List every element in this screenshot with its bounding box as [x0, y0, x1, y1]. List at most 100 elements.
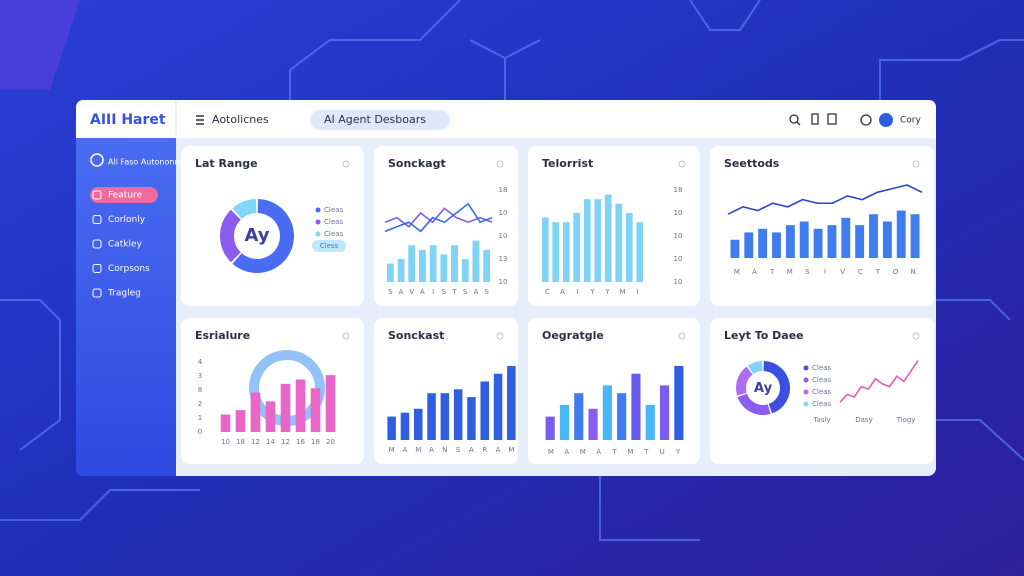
x-tick-label: V [840, 268, 845, 276]
legend-label: Cleas [812, 376, 831, 384]
user-name[interactable]: Cory [900, 116, 921, 126]
nav-item[interactable]: Feature [108, 191, 142, 201]
x-tick-label: Dasy [855, 416, 872, 424]
bar [785, 225, 795, 258]
card-menu[interactable] [678, 160, 686, 168]
bar [483, 249, 491, 282]
nav-icon[interactable] [92, 264, 102, 273]
header-bar [76, 100, 936, 138]
card-title: Lat Range [195, 157, 258, 170]
donut-segment [737, 393, 771, 415]
x-tick-label: T [769, 268, 775, 276]
x-tick-label: Y [675, 448, 681, 456]
tab[interactable] [310, 110, 450, 130]
bar [397, 259, 405, 282]
x-tick-label: I [432, 288, 434, 296]
bar [507, 365, 516, 440]
legend-label: Cleas [324, 230, 343, 238]
card-menu[interactable] [912, 332, 920, 340]
nav-item[interactable]: Tragleg [107, 289, 141, 299]
legend-label: Cleas [812, 364, 831, 372]
bar [645, 404, 655, 440]
legend-swatch [315, 219, 321, 225]
nav-item[interactable]: Corpsons [108, 264, 150, 274]
legend-label: Cleas [812, 400, 831, 408]
bar [631, 373, 641, 440]
bar [419, 249, 426, 282]
bar [869, 214, 878, 258]
bar [659, 385, 670, 440]
x-tick-label: 18 [311, 438, 320, 446]
y-tick-label: 10 [674, 278, 683, 286]
brand-icon [90, 153, 104, 167]
line [839, 360, 919, 403]
x-tick-label: S [388, 288, 393, 296]
donut-segment [736, 366, 753, 396]
x-tick-label: S [456, 446, 461, 454]
card-menu[interactable] [496, 160, 504, 168]
menu-icon[interactable] [196, 115, 204, 125]
circuit-lines [0, 0, 1024, 541]
legend-button[interactable] [312, 240, 346, 252]
legend-swatch [315, 207, 321, 213]
bar [310, 388, 321, 432]
card-menu[interactable] [912, 160, 920, 168]
bar [295, 379, 306, 432]
line [384, 202, 493, 233]
active-item[interactable] [90, 187, 158, 203]
x-tick-label: S [442, 288, 447, 296]
nav-item[interactable]: Catkley [108, 240, 143, 250]
donut-segment [232, 199, 294, 273]
card-menu[interactable] [678, 332, 686, 340]
bar [400, 412, 410, 440]
donut-segment [232, 199, 257, 220]
tab-label[interactable]: AI Agent Desboars [324, 113, 426, 126]
x-tick-label: I [576, 288, 578, 296]
bar [583, 199, 591, 282]
bar [730, 239, 740, 258]
bar [827, 225, 837, 258]
donut-segment [763, 361, 790, 414]
card-menu[interactable] [342, 332, 350, 340]
card-title: Esrialure [195, 329, 250, 342]
nav-item[interactable]: Corlonly [108, 215, 146, 225]
bar [467, 397, 476, 440]
x-tick-label: S [463, 288, 468, 296]
bar [541, 217, 549, 282]
donut-center: Ay [244, 225, 269, 246]
bar [440, 254, 448, 282]
bar [386, 263, 394, 282]
logo: AIII Haret [90, 112, 166, 128]
card-menu[interactable] [342, 160, 350, 168]
x-tick-label: U [660, 448, 665, 456]
donut-hole [748, 373, 778, 403]
y-tick-label: 1 [198, 414, 202, 422]
bar [451, 245, 458, 282]
legend-label: Cleas [812, 388, 831, 396]
y-tick-label: 10 [499, 209, 508, 217]
x-tick-label: M [580, 448, 586, 456]
nav-icon[interactable] [92, 215, 102, 224]
x-tick-label: M [619, 288, 625, 296]
card-menu[interactable] [496, 332, 504, 340]
bar [280, 383, 291, 432]
y-tick-label: 2 [198, 400, 202, 408]
header-icons[interactable] [789, 113, 872, 126]
nav-icon[interactable] [92, 288, 102, 298]
bar [265, 401, 276, 432]
nav-icon[interactable] [92, 239, 102, 249]
menu-label[interactable]: Aotolicnes [212, 113, 269, 126]
x-tick-label: O [893, 268, 899, 276]
x-tick-label: R [482, 446, 487, 454]
x-tick-label: M [734, 268, 740, 276]
nav-icon[interactable] [92, 190, 102, 200]
bar [636, 222, 644, 282]
x-tick-label: T [875, 268, 881, 276]
y-tick-label: 3 [198, 372, 202, 380]
donut-center: Ay [754, 381, 773, 396]
card [528, 318, 700, 464]
bar [910, 214, 920, 258]
legend-button-label[interactable]: Cless [320, 242, 339, 250]
avatar[interactable] [879, 113, 893, 127]
